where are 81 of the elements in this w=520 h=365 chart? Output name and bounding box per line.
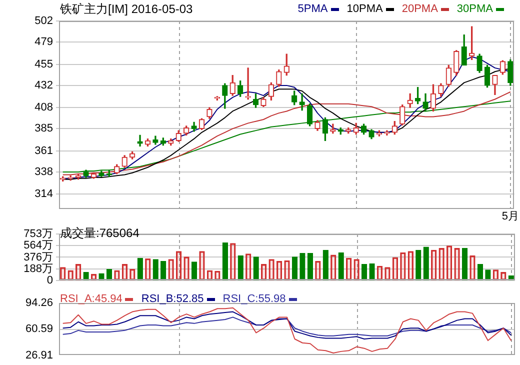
chart-title: 铁矿主力[IM] 2016-05-03: [60, 2, 193, 16]
bar: [60, 267, 66, 280]
legend-label: 5PMA: [298, 3, 328, 15]
bar: [300, 252, 306, 280]
y-tick-label: 60.59: [25, 323, 53, 336]
bar: [470, 255, 476, 280]
bar: [477, 264, 484, 280]
bar: [222, 242, 228, 280]
legend-label: 10PMA: [346, 3, 383, 15]
legend-label: 20PMA: [402, 3, 438, 15]
y-tick-label: 432: [34, 79, 53, 92]
bar: [122, 264, 128, 280]
bar: [152, 259, 158, 280]
legend-label: RSI_B:52.85: [141, 293, 204, 305]
bar: [307, 252, 314, 280]
bar: [276, 260, 282, 280]
bar: [438, 248, 444, 280]
bar: [75, 264, 82, 280]
bar: [253, 256, 259, 280]
y-tick-label: 338: [34, 166, 53, 178]
y-tick-label: 564万: [24, 240, 53, 252]
bar: [199, 251, 205, 280]
y-tick-label: 0: [46, 274, 53, 286]
bar: [492, 270, 499, 280]
bar: [416, 250, 422, 280]
legend-label: RSI_A:45.94: [60, 293, 122, 305]
bar: [315, 260, 321, 280]
bar: [400, 252, 406, 280]
candlestick: [137, 134, 143, 147]
bar: [160, 260, 166, 280]
y-tick-label: 314: [34, 188, 53, 200]
y-tick-label: 753万: [24, 228, 53, 240]
bar: [431, 250, 437, 280]
legend-label: RSI_C:55.98: [222, 293, 286, 305]
bar: [145, 258, 151, 280]
bar: [384, 267, 390, 280]
y-tick-label: 479: [34, 36, 53, 48]
bar: [408, 251, 414, 280]
bar: [361, 264, 368, 280]
bar: [137, 258, 143, 280]
bar: [423, 246, 429, 280]
bar: [114, 270, 120, 280]
bar: [485, 270, 491, 280]
candlestick: [299, 93, 305, 111]
bar: [184, 256, 190, 280]
y-tick-label: 361: [34, 144, 53, 157]
bar: [338, 252, 344, 280]
bar: [68, 270, 74, 280]
x-tick-label: 5月: [502, 210, 519, 222]
y-tick-label: 455: [34, 58, 53, 70]
bar: [446, 246, 452, 280]
legend-label: 30PMA: [456, 3, 493, 15]
bar: [369, 263, 375, 280]
bar: [322, 250, 328, 280]
bar: [354, 259, 360, 280]
y-tick-label: 376万: [24, 251, 53, 264]
y-tick-label: 188万: [24, 262, 53, 275]
bar: [168, 259, 174, 280]
y-tick-label: 408: [34, 102, 53, 114]
y-tick-label: 502: [34, 15, 53, 28]
bar: [268, 259, 274, 280]
bar: [454, 248, 460, 280]
y-tick-label: 26.91: [25, 349, 53, 362]
bar: [284, 260, 290, 280]
y-tick-label: 385: [34, 122, 53, 135]
bar: [376, 266, 383, 280]
bar: [346, 258, 352, 280]
bar: [191, 262, 198, 280]
bar: [330, 254, 336, 280]
y-tick-label: 94.26: [25, 297, 53, 310]
bar: [230, 243, 236, 280]
bar: [462, 248, 468, 280]
bar: [260, 264, 267, 280]
bar: [292, 256, 298, 280]
bar: [106, 268, 112, 280]
bar: [176, 251, 182, 280]
bar: [206, 270, 213, 280]
bar: [246, 254, 252, 280]
bar: [130, 268, 136, 280]
chart-title: 成交量:765064: [60, 226, 140, 240]
bar: [392, 257, 398, 280]
